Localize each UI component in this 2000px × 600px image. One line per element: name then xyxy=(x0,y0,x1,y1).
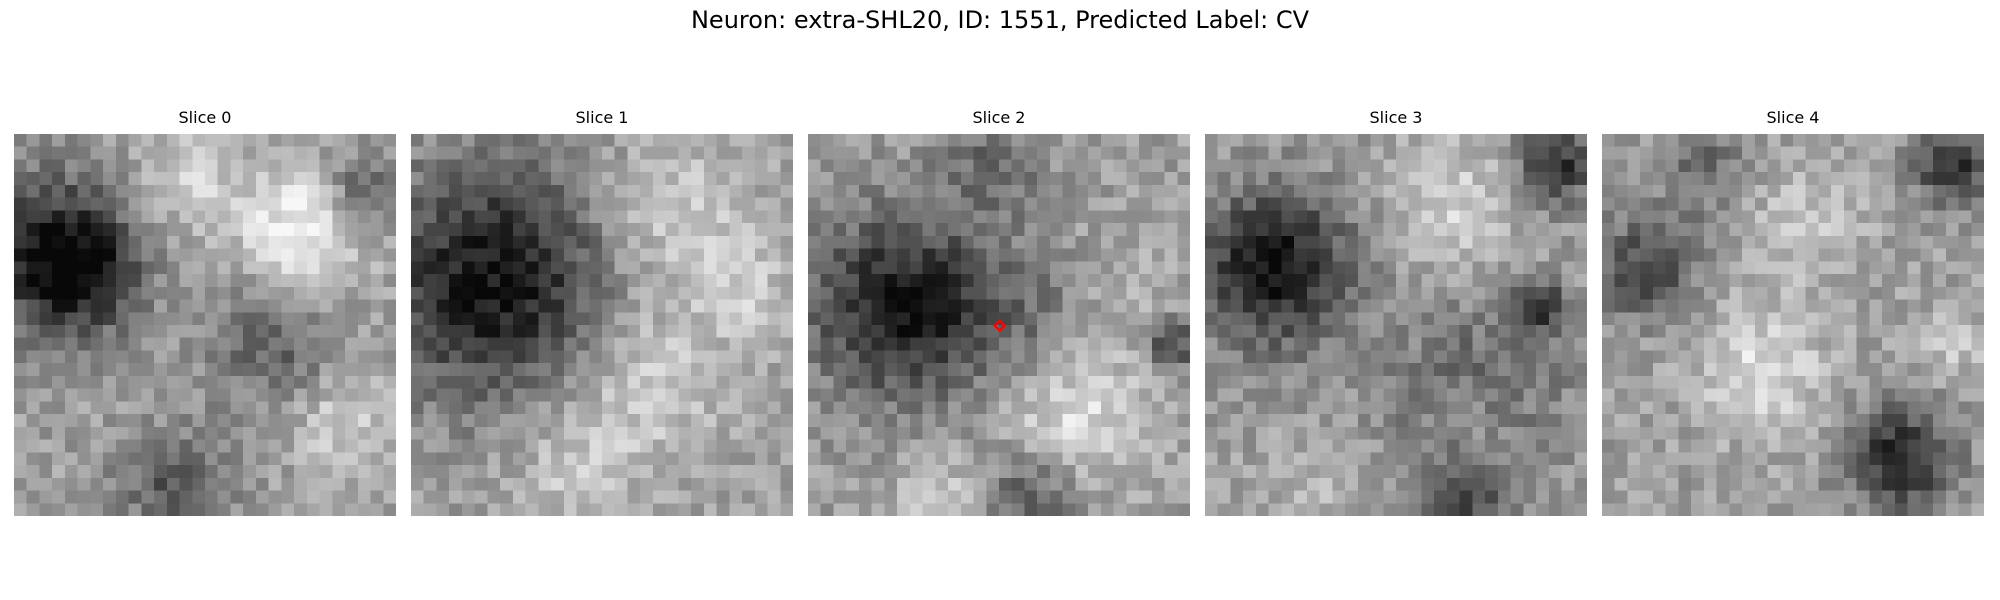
slice-title: Slice 1 xyxy=(575,108,629,127)
figure-title: Neuron: extra-SHL20, ID: 1551, Predicted… xyxy=(690,6,1310,34)
slice-panel-1: Slice 1 xyxy=(411,108,793,516)
slice-title: Slice 2 xyxy=(972,108,1026,127)
slice-image xyxy=(1205,134,1587,516)
slice-panel-2: Slice 2 xyxy=(808,108,1190,516)
slice-panel-3: Slice 3 xyxy=(1205,108,1587,516)
slice-image xyxy=(1602,134,1984,516)
slice-title: Slice 3 xyxy=(1369,108,1423,127)
slice-title: Slice 4 xyxy=(1766,108,1820,127)
slice-title: Slice 0 xyxy=(178,108,232,127)
slice-panel-0: Slice 0 xyxy=(14,108,396,516)
slice-image xyxy=(14,134,396,516)
slice-image xyxy=(411,134,793,516)
slice-image xyxy=(808,134,1190,516)
slice-panel-4: Slice 4 xyxy=(1602,108,1984,516)
